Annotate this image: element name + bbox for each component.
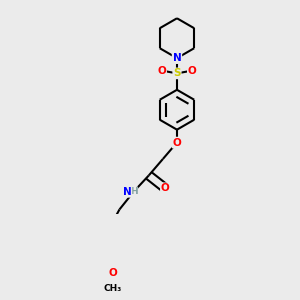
- Text: O: O: [108, 268, 117, 278]
- Text: CH₃: CH₃: [103, 284, 122, 293]
- Text: O: O: [188, 66, 197, 76]
- Text: N: N: [172, 53, 181, 63]
- Text: S: S: [173, 68, 181, 78]
- Text: H: H: [130, 187, 137, 196]
- Text: O: O: [161, 183, 170, 193]
- Text: O: O: [172, 138, 181, 148]
- Text: O: O: [157, 66, 166, 76]
- Text: N: N: [123, 187, 131, 197]
